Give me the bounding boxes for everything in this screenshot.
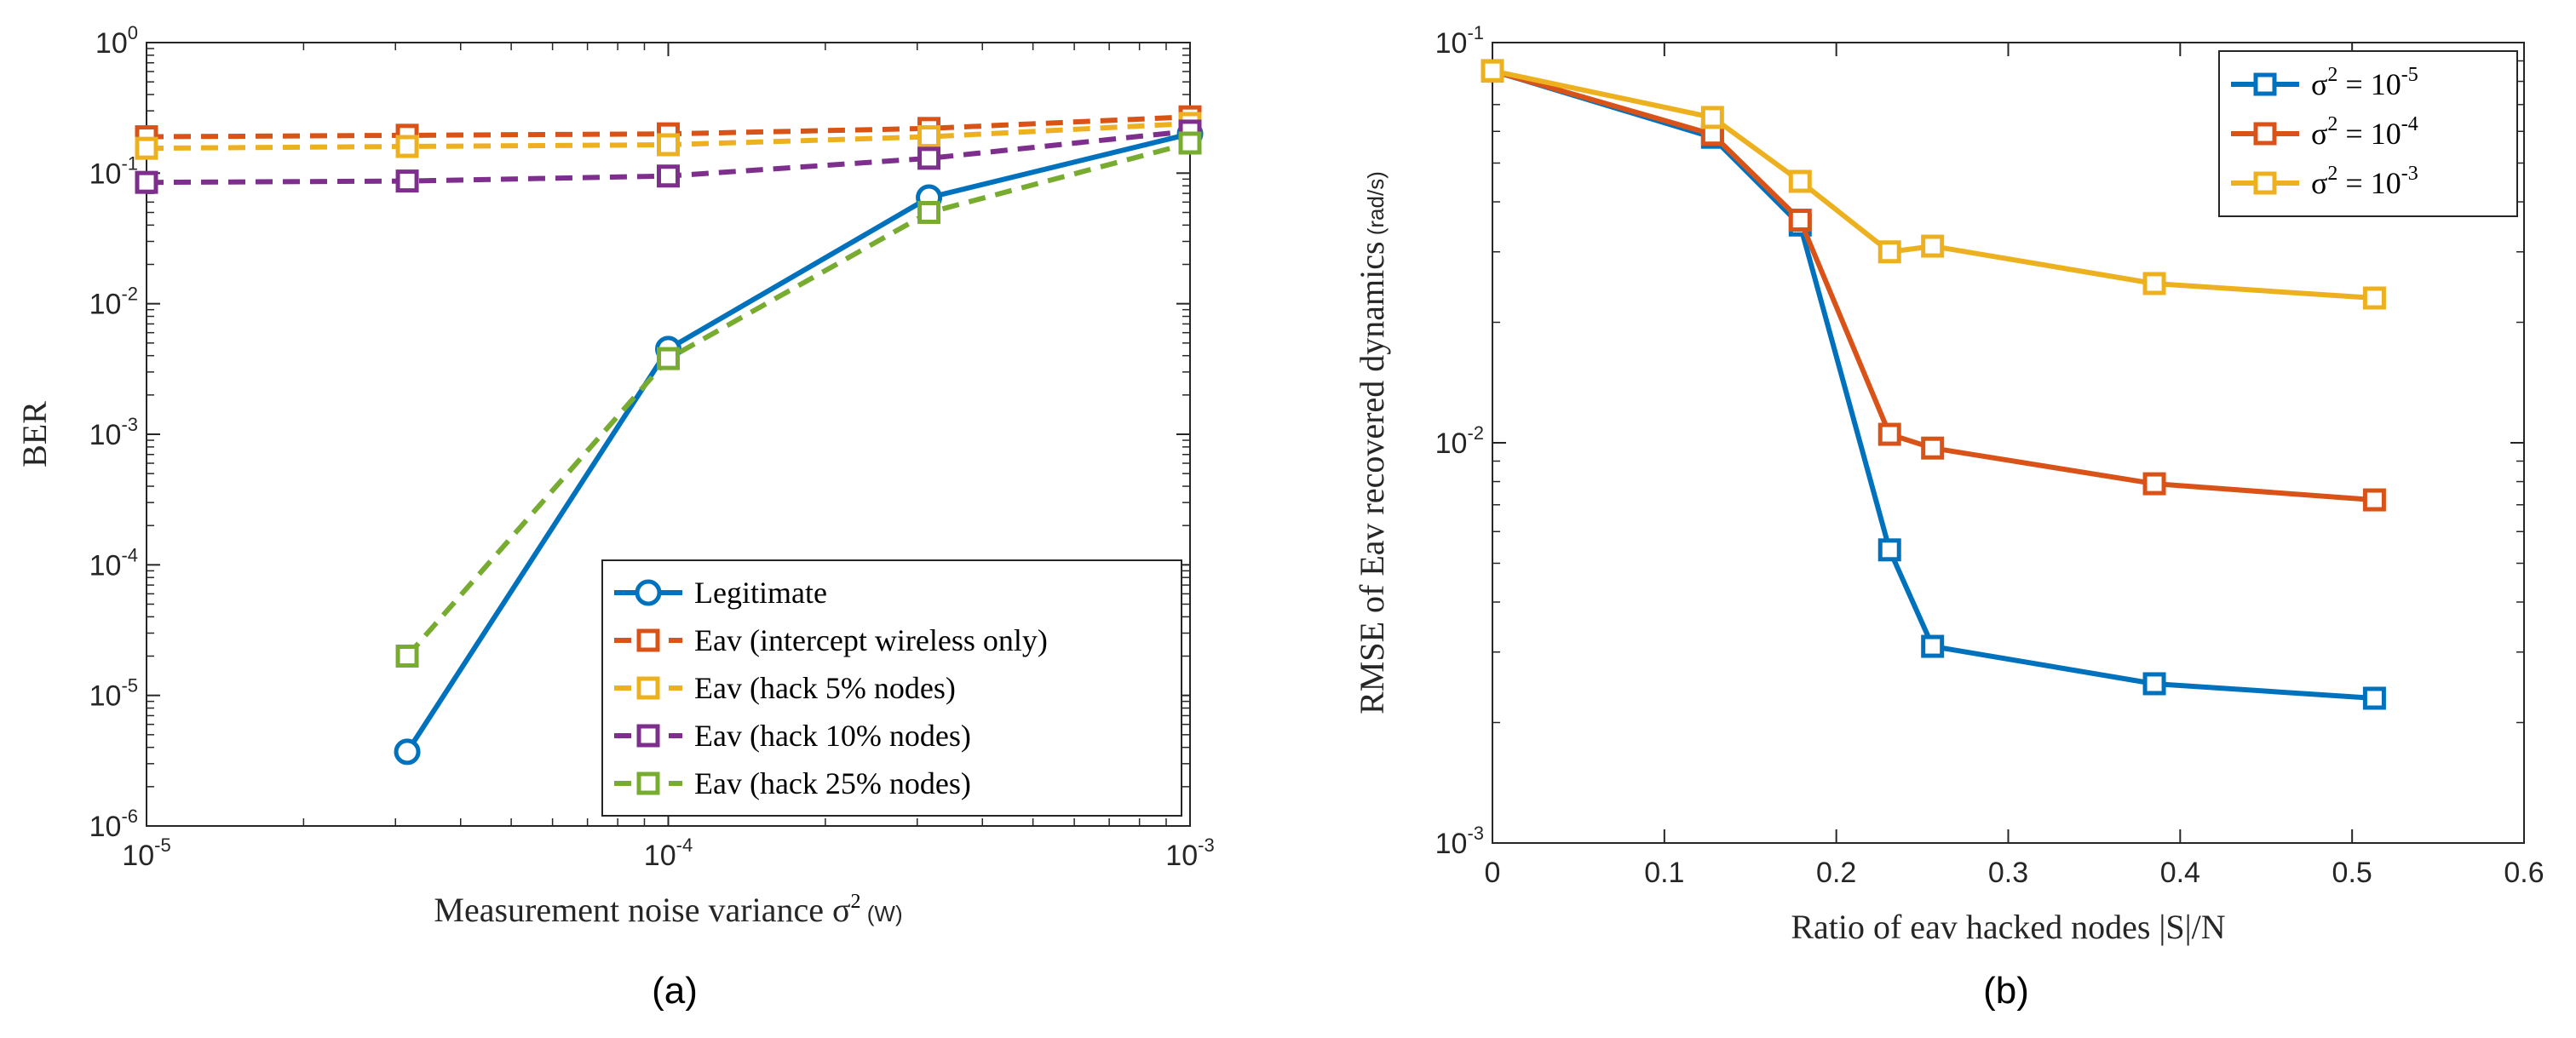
data-point: [1481, 59, 1504, 83]
data-point: [135, 170, 158, 194]
data-point: [1700, 106, 1724, 129]
legend-entry: σ2 = 10-4: [2231, 113, 2418, 151]
data-point: [395, 645, 419, 668]
legend-swatch-marker: [2253, 122, 2277, 146]
legend-swatch-marker: [636, 676, 660, 700]
legend-entry: Legitimate: [614, 576, 827, 610]
data-point: [2142, 672, 2166, 696]
legend-swatch-marker: [636, 628, 660, 652]
legend-swatch-marker: [636, 771, 660, 795]
data-point: [2362, 286, 2386, 310]
series-4: [395, 131, 1202, 668]
x-axis-label: Ratio of eav hacked nodes |S|/N: [1791, 908, 2225, 946]
y-tick-label: 10-3: [89, 414, 138, 451]
x-tick-label: 10-3: [1165, 834, 1214, 872]
panel-caption: (a): [652, 970, 698, 1012]
y-tick-label: 10-2: [1435, 422, 1484, 460]
data-point: [2142, 272, 2166, 295]
data-point: [1921, 436, 1945, 460]
legend-swatch-marker: [635, 579, 662, 606]
data-point: [1788, 169, 1812, 193]
y-axis-label: BER: [15, 401, 54, 467]
y-tick-label: 10-1: [89, 152, 138, 190]
data-point: [1877, 240, 1901, 264]
x-tick-label: 0.1: [1644, 857, 1684, 889]
data-point: [2142, 472, 2166, 496]
y-tick-label: 10-4: [89, 544, 138, 582]
x-axis-label: Measurement noise variance σ2 (W): [434, 891, 902, 929]
data-point: [917, 200, 941, 224]
series-2: [1481, 59, 2386, 310]
x-tick-label: 0.3: [1988, 857, 2028, 889]
legend-swatch-marker: [636, 724, 660, 748]
data-point: [1921, 234, 1945, 258]
x-tick-label: 0.4: [2160, 857, 2200, 889]
x-tick-label: 10-4: [644, 834, 693, 872]
data-point: [1877, 422, 1901, 446]
data-point: [917, 146, 941, 170]
y-tick-label: 10-1: [1435, 22, 1484, 60]
legend: Legitimate Eav (intercept wireless only) E…: [601, 559, 1182, 817]
data-point: [395, 169, 419, 193]
series-line: [405, 141, 1191, 658]
y-axis-label: RMSE of Eav recovered dynamics (rad/s): [1353, 171, 1391, 714]
data-point: [1788, 209, 1812, 232]
legend-swatch-marker: [2253, 171, 2277, 195]
data-point: [2362, 488, 2386, 512]
legend-entry: Eav (hack 5% nodes): [614, 671, 956, 705]
legend-entry: σ2 = 10-5: [2231, 64, 2418, 101]
data-point: [917, 125, 941, 149]
legend-box: [601, 559, 1182, 817]
x-tick-label: 0.6: [2504, 857, 2544, 889]
x-tick-label: 0.2: [1816, 857, 1856, 889]
data-point: [135, 136, 158, 160]
data-point: [1877, 538, 1901, 562]
data-point: [657, 347, 680, 370]
legend-label: σ2 = 10-5: [2311, 64, 2418, 101]
x-tick-label: 0: [1485, 857, 1501, 889]
legend-label: Eav (hack 5% nodes): [694, 671, 956, 705]
legend-label: Eav (hack 10% nodes): [694, 719, 971, 753]
legend-label: Eav (hack 25% nodes): [694, 766, 971, 800]
y-tick-label: 10-5: [89, 675, 138, 713]
data-point: [395, 135, 419, 158]
legend-label: Eav (intercept wireless only): [694, 623, 1048, 657]
series-3: [135, 119, 1202, 194]
series-1: [1481, 59, 2386, 512]
legend-entry: σ2 = 10-3: [2231, 163, 2418, 200]
legend-entry: Eav (intercept wireless only): [614, 623, 1048, 657]
x-tick-label: 10-5: [122, 834, 170, 872]
legend-label: Legitimate: [694, 576, 827, 610]
data-point: [1178, 131, 1202, 155]
chart-panel-b: 10-3 10-2 10-1 0 0.1 0.2 0.3 0.4 0.5 0.6 Ratio of …: [1353, 22, 2544, 1012]
data-point: [394, 738, 421, 766]
y-tick-label: 10-6: [89, 806, 138, 843]
data-point: [657, 133, 680, 157]
panel-caption: (b): [1983, 970, 2029, 1012]
data-point: [1921, 634, 1945, 658]
legend: σ2 = 10-5 σ2 = 10-4 σ2 = 10-3: [2218, 50, 2518, 217]
series-line: [405, 131, 1191, 754]
legend-swatch-marker: [2253, 72, 2277, 96]
y-tick-label: 10-2: [89, 284, 138, 321]
legend-label: σ2 = 10-3: [2311, 163, 2418, 200]
legend-entry: Eav (hack 10% nodes): [614, 719, 971, 753]
x-tick-label: 0.5: [2332, 857, 2372, 889]
y-tick-label: 100: [95, 22, 138, 60]
data-point: [2362, 686, 2386, 710]
legend-entry: Eav (hack 25% nodes): [614, 766, 971, 800]
data-point: [657, 164, 680, 188]
y-tick-label: 10-3: [1435, 823, 1484, 860]
legend-label: σ2 = 10-4: [2311, 113, 2418, 151]
